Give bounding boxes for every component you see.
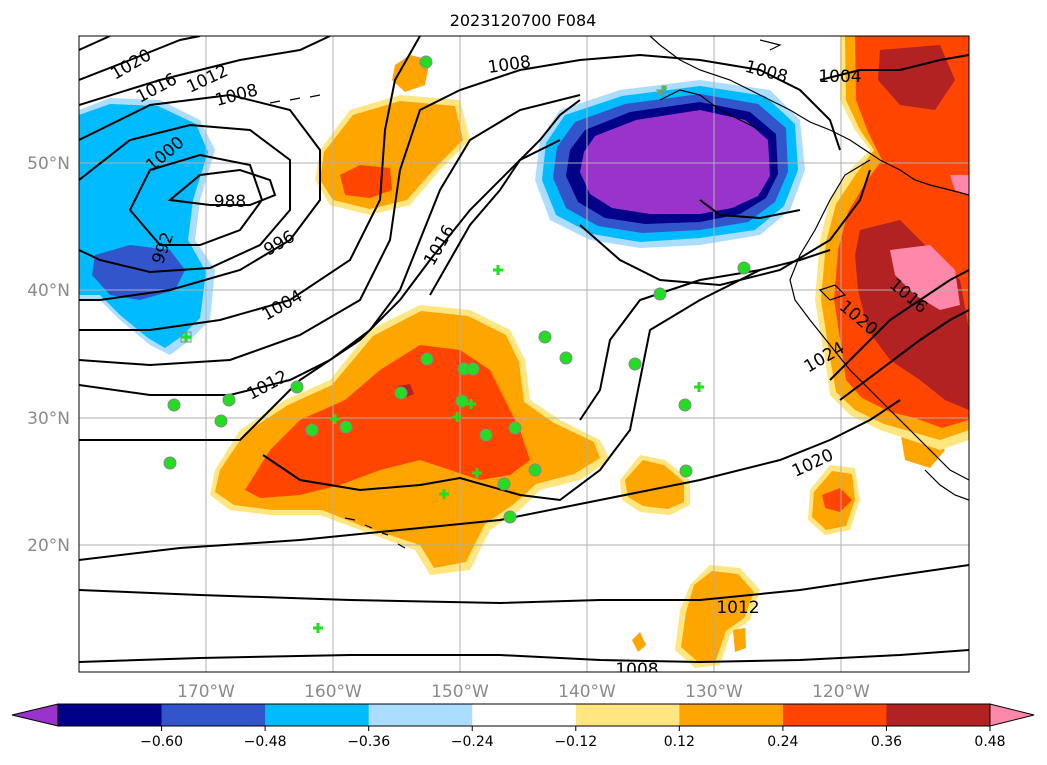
longitude-labels: 170°W 160°W 150°W 140°W 130°W 120°W bbox=[177, 682, 870, 702]
marker-plus bbox=[656, 85, 667, 96]
colorbar-tick-label: 0.24 bbox=[767, 734, 798, 750]
isobar-label: 1004 bbox=[818, 67, 861, 87]
isobar-label: 988 bbox=[214, 192, 246, 212]
marker-circle bbox=[503, 510, 517, 524]
negative-anomaly-west bbox=[79, 98, 215, 355]
marker-plus bbox=[466, 399, 476, 409]
coastlines bbox=[269, 36, 969, 549]
colorbar-extend-max bbox=[989, 703, 1035, 727]
lon-label: 150°W bbox=[431, 682, 489, 702]
lon-label: 130°W bbox=[685, 682, 743, 702]
marker-plus bbox=[439, 489, 449, 499]
positive-anomaly-subtropic bbox=[210, 305, 610, 575]
lat-label: 40°N bbox=[27, 281, 70, 301]
map-area: 1020 1016 1012 1008 1000 988 992 996 100… bbox=[79, 36, 969, 680]
colorbar-tick-label: −0.36 bbox=[347, 734, 390, 750]
isobars bbox=[79, 36, 969, 664]
marker-plus bbox=[694, 382, 704, 392]
marker-circle bbox=[466, 362, 480, 376]
marker-circle bbox=[628, 357, 642, 371]
colorbar-segment bbox=[368, 704, 473, 726]
marker-plus bbox=[313, 623, 323, 633]
colorbar-segment bbox=[782, 704, 887, 726]
lat-label: 30°N bbox=[27, 409, 70, 429]
colorbar-segment bbox=[161, 704, 266, 726]
marker-circle bbox=[737, 261, 751, 275]
isobar-label: 1008 bbox=[615, 660, 658, 680]
marker-plus bbox=[493, 265, 503, 275]
colorbar-tick-label: 0.48 bbox=[974, 734, 1005, 750]
marker-circle bbox=[497, 477, 511, 491]
colorbar-tick-label: −0.12 bbox=[554, 734, 597, 750]
colorbar-tick-label: 0.36 bbox=[871, 734, 902, 750]
isobar-label: 1012 bbox=[716, 598, 759, 618]
colorbar-tick-label: 0.12 bbox=[664, 734, 695, 750]
lat-label: 20°N bbox=[27, 536, 70, 556]
marker-circle bbox=[222, 393, 236, 407]
marker-plus bbox=[472, 468, 482, 478]
marker-circle bbox=[305, 423, 319, 437]
colorbar-segment bbox=[575, 704, 680, 726]
marker-circle bbox=[455, 394, 469, 408]
marker-circle bbox=[420, 352, 434, 366]
marker-circle bbox=[653, 287, 667, 301]
isobar-labels: 1020 1016 1012 1008 1000 988 992 996 100… bbox=[108, 45, 932, 680]
colorbar-tick-label: −0.48 bbox=[244, 734, 287, 750]
negative-anomaly-gulf bbox=[535, 80, 805, 248]
colorbar-segment bbox=[265, 704, 370, 726]
colorbar-frame bbox=[57, 703, 991, 727]
marker-plus bbox=[330, 414, 340, 424]
marker-plus bbox=[181, 332, 191, 342]
lon-label: 170°W bbox=[177, 682, 235, 702]
marker-circle bbox=[479, 428, 493, 442]
station-markers bbox=[163, 55, 751, 524]
marker-circle bbox=[214, 414, 228, 428]
lon-label: 140°W bbox=[558, 682, 616, 702]
colorbar-extend-min bbox=[11, 703, 59, 727]
lon-label: 160°W bbox=[304, 682, 362, 702]
marker-circle bbox=[339, 420, 353, 434]
colorbar-segment bbox=[679, 704, 784, 726]
marker-circle bbox=[394, 386, 408, 400]
colorbar-segment bbox=[886, 704, 991, 726]
marker-circle bbox=[508, 421, 522, 435]
positive-anomaly-north bbox=[315, 55, 470, 215]
marker-circle bbox=[163, 456, 177, 470]
map-frame bbox=[78, 35, 970, 673]
marker-circle bbox=[167, 398, 181, 412]
colorbar: −0.60 −0.48 −0.36 −0.24 −0.12 0.12 0.24 0.36 0.4… bbox=[11, 703, 1035, 750]
lon-label: 120°W bbox=[812, 682, 870, 702]
colorbar-tick-label: −0.60 bbox=[140, 734, 183, 750]
marker-circle bbox=[290, 380, 304, 394]
colorbar-segment bbox=[472, 704, 577, 726]
marker-circle bbox=[679, 464, 693, 478]
latitude-labels: 50°N 40°N 30°N 20°N bbox=[27, 154, 70, 556]
positive-anomaly-coast bbox=[815, 36, 969, 450]
plus-markers bbox=[180, 85, 704, 633]
map-title: 2023120700 F084 bbox=[450, 11, 597, 30]
lat-label: 50°N bbox=[27, 154, 70, 174]
marker-circle bbox=[538, 330, 552, 344]
colorbar-tick-label: −0.24 bbox=[451, 734, 494, 750]
colorbar-segment bbox=[58, 704, 163, 726]
positive-anomaly-small bbox=[620, 425, 945, 668]
marker-plus bbox=[560, 353, 570, 363]
marker-circle bbox=[419, 55, 433, 69]
marker-circle bbox=[678, 398, 692, 412]
marker-plus bbox=[452, 412, 462, 422]
marker-circle bbox=[528, 463, 542, 477]
